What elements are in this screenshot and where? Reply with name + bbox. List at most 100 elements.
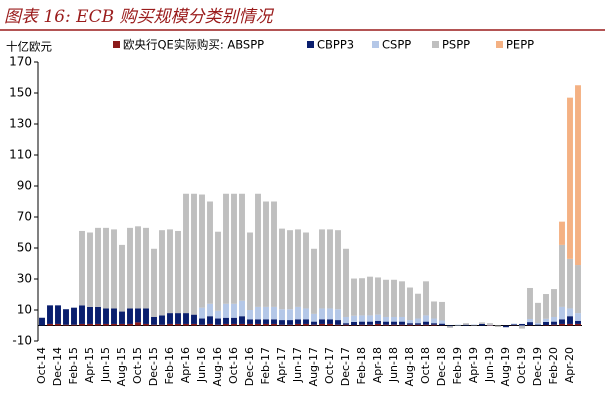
bar-segment [119, 244, 125, 312]
bar-segment [415, 324, 421, 326]
bar-segment [535, 323, 541, 325]
legend-swatch [496, 41, 503, 48]
x-tick-label: Oct-14 [35, 347, 48, 384]
bar-segment [527, 287, 533, 319]
bar-segment [231, 317, 237, 324]
bar-segment [119, 323, 125, 326]
bar-segment [199, 307, 205, 319]
bar-segment [263, 201, 269, 307]
x-tick-label: Aug-19 [499, 347, 512, 386]
bar-segment [255, 306, 261, 320]
bar-segment [319, 319, 325, 324]
bar-segment [231, 193, 237, 304]
bar-segment [63, 324, 69, 326]
bar-segment [127, 227, 133, 309]
x-tick-label: Oct-18 [419, 347, 432, 384]
bar-segment [423, 315, 429, 322]
bar-segment [383, 321, 389, 325]
bar-segment [263, 306, 269, 320]
x-tick-label: Apr-18 [371, 347, 384, 383]
legend-label: PEPP [506, 38, 534, 52]
bar-segment [279, 228, 285, 310]
legend-label: PSPP [442, 38, 470, 52]
bar-segment [479, 323, 485, 326]
bar-segment [527, 318, 533, 323]
bar-segment [95, 227, 101, 307]
bar-segment [191, 193, 197, 315]
bar-segment [447, 325, 453, 327]
bar-segment [511, 323, 517, 325]
bar-segment [135, 308, 141, 323]
bar-segment [271, 323, 277, 326]
y-tick-label: -10 [12, 334, 32, 348]
bar-segment [103, 323, 109, 326]
bar-segment [215, 310, 221, 319]
bar-segment [391, 324, 397, 326]
legend-swatch [307, 41, 314, 48]
bar-segment [559, 221, 565, 245]
bar-segment [47, 305, 53, 324]
bar-segment [311, 248, 317, 314]
bar-segment [95, 306, 101, 324]
y-axis-label: 十亿欧元 [6, 40, 52, 54]
x-tick-label: Oct-16 [227, 347, 240, 384]
x-tick-label: Jun-15 [99, 347, 112, 383]
legend-swatch [113, 41, 120, 48]
bar-segment [367, 276, 373, 316]
bar-segment [71, 324, 77, 326]
bar-segment [575, 323, 581, 326]
bar-segment [287, 230, 293, 310]
bar-segment [359, 315, 365, 322]
bar-segment [575, 320, 581, 324]
bar-segment [367, 324, 373, 326]
bar-segment [199, 318, 205, 325]
bar-segment [231, 303, 237, 318]
bar-segment [55, 323, 61, 326]
chart-title: 图表 16: ECB 购买规模分类别情况 [4, 7, 274, 27]
bar-segment [327, 229, 333, 309]
x-tick-label: Dec-18 [435, 347, 448, 386]
bar-segment [143, 323, 149, 326]
bar-segment [359, 321, 365, 325]
x-tick-label: Jun-18 [387, 347, 400, 383]
bar-segment [327, 323, 333, 326]
bar-segment [247, 232, 253, 310]
bar-segment [335, 230, 341, 310]
x-tick-label: Aug-15 [115, 347, 128, 386]
bar-segment [111, 323, 117, 326]
x-tick-label: Jun-19 [483, 347, 496, 383]
bar-segment [391, 321, 397, 325]
bar-segment [415, 318, 421, 324]
bar-segment [239, 323, 245, 326]
bar-segment [343, 324, 349, 326]
bar-segment [351, 278, 357, 316]
bar-segment [247, 319, 253, 324]
bar-segment [311, 321, 317, 325]
bar-segment [455, 324, 461, 326]
bar-segment [535, 302, 541, 324]
bar-segment [439, 301, 445, 321]
bar-segment [327, 319, 333, 324]
bar-segment [375, 277, 381, 315]
bar-segment [79, 305, 85, 324]
bar-segment [407, 324, 413, 326]
bar-segment [271, 319, 277, 324]
y-tick-label: 90 [17, 179, 32, 193]
bar-segment [223, 193, 229, 304]
bar-segment [111, 229, 117, 309]
bar-segment [399, 321, 405, 325]
bar-segment [183, 323, 189, 326]
bar-segment [431, 318, 437, 324]
bar-segment [279, 320, 285, 325]
x-tick-label: Feb-15 [67, 347, 80, 384]
bar-segment [543, 318, 549, 322]
bar-segment [399, 316, 405, 322]
bar-segment [367, 321, 373, 325]
bar-segment [135, 226, 141, 309]
x-tick-label: Dec-16 [243, 347, 256, 386]
bar-segment [535, 324, 541, 326]
x-tick-label: Apr-19 [467, 347, 480, 383]
bar-segment [271, 201, 277, 307]
bar-segment [239, 300, 245, 317]
